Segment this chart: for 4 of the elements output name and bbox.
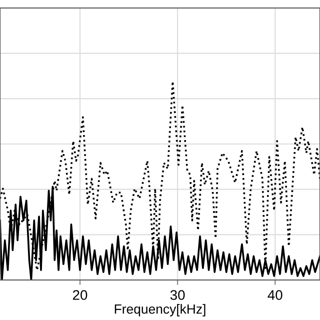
x-axis-title: Frequency[kHz] — [114, 304, 206, 316]
x-tick-label: 40 — [268, 290, 282, 300]
x-tick-label: 30 — [170, 290, 185, 300]
x-tick-label: 20 — [72, 290, 88, 300]
